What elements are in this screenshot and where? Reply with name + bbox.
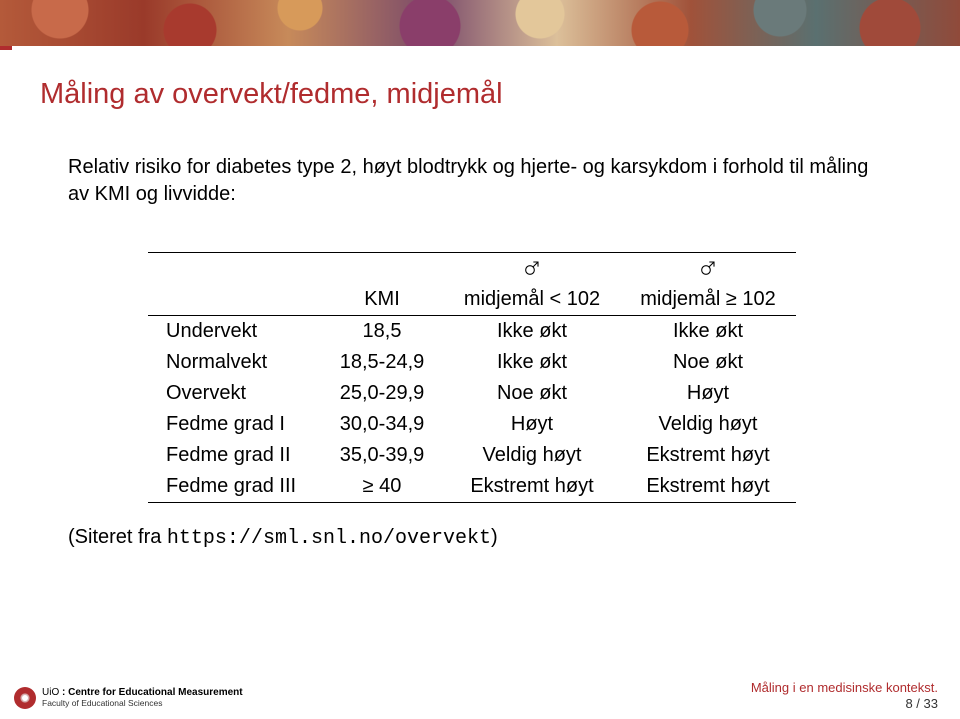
citation-prefix: (Siteret fra [68,526,167,548]
row-kmi: 35,0-39,9 [320,440,444,471]
table-row: Undervekt 18,5 Ikke økt Ikke økt [148,316,796,348]
uio-seal-icon [14,687,36,709]
row-label: Normalvekt [148,347,320,378]
row-lt: Høyt [444,409,620,440]
logo-faculty: Faculty of Educational Sciences [42,699,243,708]
row-kmi: 18,5-24,9 [320,347,444,378]
logo-text: UiO : Centre for Educational Measurement… [42,688,243,707]
row-ge: Ikke økt [620,316,796,348]
row-label: Fedme grad I [148,409,320,440]
row-kmi: ≥ 40 [320,471,444,503]
row-lt: Ikke økt [444,347,620,378]
row-kmi: 18,5 [320,316,444,348]
row-ge: Ekstremt høyt [620,440,796,471]
row-lt: Noe økt [444,378,620,409]
row-ge: Ekstremt høyt [620,471,796,503]
row-lt: Ikke økt [444,316,620,348]
col-header-lt102: midjemål < 102 [444,284,620,316]
slide-title: Måling av overvekt/fedme, midjemål [40,78,503,111]
table-row: Fedme grad II 35,0-39,9 Veldig høyt Ekst… [148,440,796,471]
row-kmi: 30,0-34,9 [320,409,444,440]
row-lt: Veldig høyt [444,440,620,471]
table-row: Fedme grad I 30,0-34,9 Høyt Veldig høyt [148,409,796,440]
logo-prefix: UiO [42,687,62,698]
table-row: Fedme grad III ≥ 40 Ekstremt høyt Ekstre… [148,471,796,503]
decorative-header-image [0,0,960,46]
page-number: 8 / 33 [905,696,938,711]
row-label: Overvekt [148,378,320,409]
row-lt: Ekstremt høyt [444,471,620,503]
table-row: Normalvekt 18,5-24,9 Ikke økt Noe økt [148,347,796,378]
citation: (Siteret fra https://sml.snl.no/overvekt… [68,526,498,550]
row-label: Fedme grad III [148,471,320,503]
table-row: Overvekt 25,0-29,9 Noe økt Høyt [148,378,796,409]
row-label: Undervekt [148,316,320,348]
row-kmi: 25,0-29,9 [320,378,444,409]
lead-paragraph: Relativ risiko for diabetes type 2, høyt… [68,154,888,208]
male-symbol-icon [444,253,620,285]
logo-bold: : Centre for Educational Measurement [62,687,243,698]
accent-bar [0,46,12,50]
col-header-ge102: midjemål ≥ 102 [620,284,796,316]
slide: Måling av overvekt/fedme, midjemål Relat… [0,0,960,719]
context-label: Måling i en medisinske kontekst. [751,680,938,695]
citation-url: https://sml.snl.no/overvekt [167,527,491,550]
row-ge: Høyt [620,378,796,409]
uio-logo: UiO : Centre for Educational Measurement… [14,687,243,709]
citation-suffix: ) [491,526,498,548]
male-symbol-icon [620,253,796,285]
bmi-risk-table: KMI midjemål < 102 midjemål ≥ 102 Underv… [148,252,796,503]
row-label: Fedme grad II [148,440,320,471]
row-ge: Noe økt [620,347,796,378]
table-symbol-row [148,253,796,285]
table-header-row: KMI midjemål < 102 midjemål ≥ 102 [148,284,796,316]
row-ge: Veldig høyt [620,409,796,440]
col-header-kmi: KMI [320,284,444,316]
footer: UiO : Centre for Educational Measurement… [0,675,960,719]
